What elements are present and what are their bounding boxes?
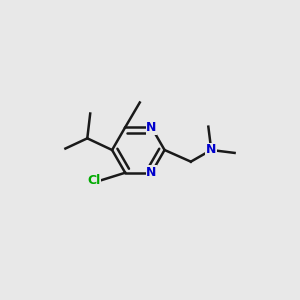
Text: N: N bbox=[206, 143, 216, 157]
Text: N: N bbox=[146, 166, 157, 179]
Text: N: N bbox=[146, 121, 157, 134]
Text: Cl: Cl bbox=[87, 173, 101, 187]
